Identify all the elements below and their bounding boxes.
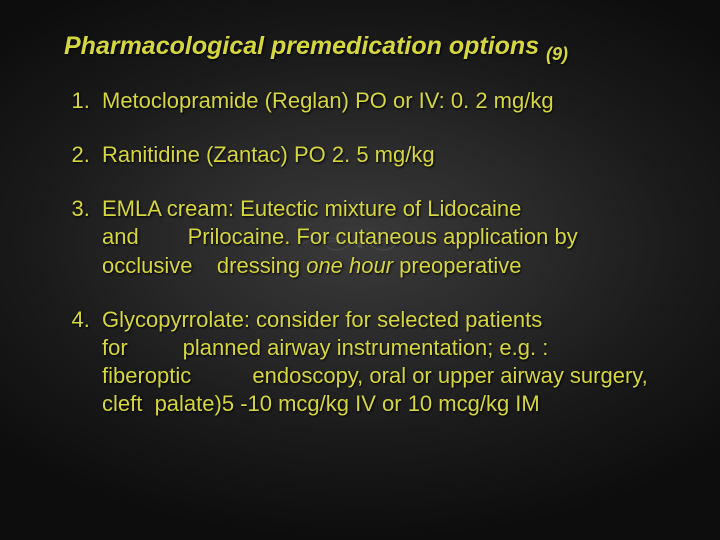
slide: Pharmacological premedication options (9… [0,0,720,540]
premedication-list: Metoclopramide (Reglan) PO or IV: 0. 2 m… [64,87,656,418]
title-reference: (9) [546,44,568,64]
slide-title: Pharmacological premedication options (9… [64,32,656,65]
list-item: Metoclopramide (Reglan) PO or IV: 0. 2 m… [96,87,656,115]
list-item: Ranitidine (Zantac) PO 2. 5 mg/kg [96,141,656,169]
list-item: Glycopyrrolate: consider for selected pa… [96,306,656,419]
list-item: EMLA cream: Eutectic mixture of Lidocain… [96,195,656,279]
title-text: Pharmacological premedication options [64,32,546,60]
